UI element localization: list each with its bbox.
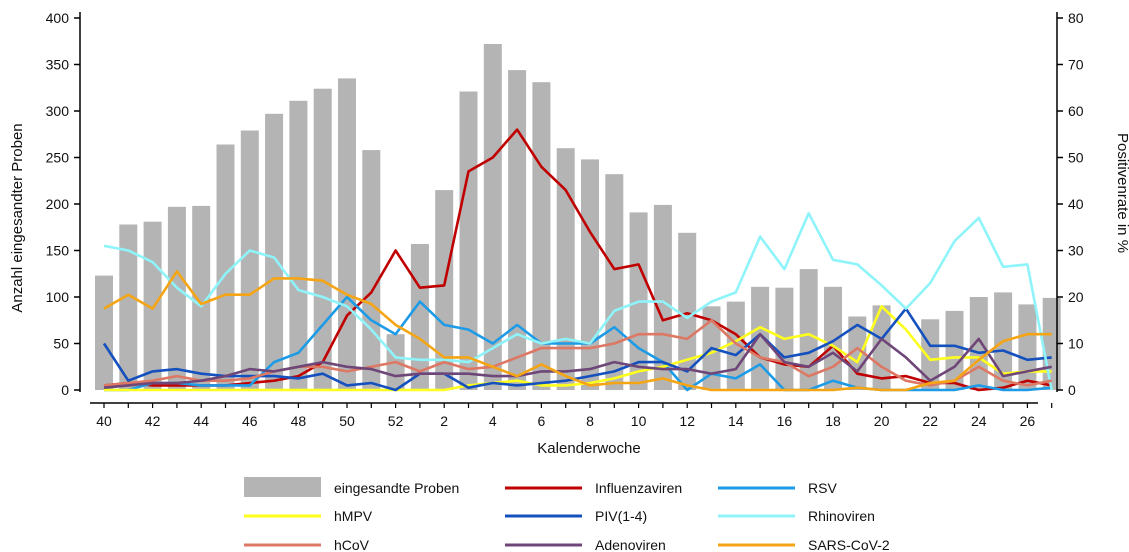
series-line-hcov [103, 318, 1052, 387]
axes-layer: 0501001502002503003504000102030405060708… [46, 10, 1084, 429]
y-axis-left-title: Anzahl eingesandter Proben [9, 123, 26, 312]
bar-8 [581, 159, 599, 390]
legend-label-rhinoviren: Rhinoviren [808, 508, 875, 524]
bar-14 [726, 301, 745, 390]
x-tick-label: 50 [339, 413, 355, 429]
legend-swatch-eingesandte-proben [244, 477, 321, 497]
bar-51 [362, 150, 381, 390]
x-tick-label: 12 [679, 413, 695, 429]
legend-label-influenzaviren: Influenzaviren [595, 480, 682, 496]
y-left-tick-label: 250 [46, 150, 70, 166]
bar-41 [119, 224, 138, 390]
bar-43 [167, 206, 186, 390]
y-right-tick-label: 60 [1068, 103, 1084, 119]
x-tick-label: 16 [777, 413, 793, 429]
y-left-tick-label: 150 [46, 243, 70, 259]
bar-44 [192, 205, 211, 390]
x-tick-label: 44 [193, 413, 209, 429]
x-tick-label: 40 [96, 413, 112, 429]
bar-42 [143, 221, 162, 390]
bar-47 [265, 113, 284, 391]
bar-3 [459, 91, 478, 390]
x-tick-label: 46 [242, 413, 258, 429]
y-left-tick-label: 400 [46, 10, 70, 26]
bar-24 [969, 297, 988, 390]
x-tick-label: 42 [145, 413, 161, 429]
series-line-adenoviren [103, 332, 1052, 389]
x-axis-title: Kalenderwoche [537, 440, 640, 457]
bars-layer [95, 44, 1061, 391]
bar-48 [289, 100, 308, 391]
y-right-tick-label: 10 [1068, 336, 1084, 352]
y-left-tick-label: 50 [53, 336, 69, 352]
legend-label-eingesandte-proben: eingesandte Proben [334, 480, 459, 496]
y-right-tick-label: 30 [1068, 243, 1084, 259]
bar-40 [95, 275, 113, 390]
bar-15 [751, 286, 770, 390]
y-left-tick-label: 0 [61, 382, 69, 398]
series-line-sars-cov-2 [103, 270, 1052, 392]
y-right-tick-label: 80 [1068, 10, 1084, 26]
x-tick-label: 8 [586, 413, 594, 429]
x-tick-label: 22 [922, 413, 938, 429]
bar-5 [508, 70, 527, 390]
bar-9 [605, 174, 624, 390]
y-right-tick-label: 20 [1068, 289, 1084, 305]
y-left-tick-label: 100 [46, 289, 70, 305]
y-left-tick-label: 200 [46, 196, 70, 212]
x-tick-label: 20 [874, 413, 890, 429]
series-line-rhinoviren [103, 212, 1053, 391]
x-tick-label: 10 [631, 413, 647, 429]
x-tick-label: 48 [291, 413, 307, 429]
y-right-tick-label: 50 [1068, 150, 1084, 166]
bar-46 [240, 130, 259, 390]
x-tick-label: 52 [388, 413, 404, 429]
bar-49 [313, 88, 332, 390]
legend-label-piv-1-4: PIV(1-4) [595, 508, 647, 524]
bar-12 [678, 232, 697, 390]
x-tick-label: 18 [825, 413, 841, 429]
legend: eingesandte Proben Influenzaviren RSV hMPV P… [244, 477, 890, 552]
y-right-tick-label: 0 [1068, 382, 1076, 398]
y-right-tick-label: 70 [1068, 57, 1084, 73]
y-right-tick-label: 40 [1068, 196, 1084, 212]
bar-7 [556, 148, 575, 390]
series-line-influenzaviren [103, 128, 1052, 392]
bar-2 [435, 190, 454, 390]
legend-label-adenoviren: Adenoviren [595, 537, 666, 552]
bar-19 [848, 316, 867, 390]
x-tick-label: 2 [440, 413, 448, 429]
bar-17 [799, 269, 818, 390]
bar-4 [483, 44, 502, 390]
x-tick-label: 14 [728, 413, 744, 429]
legend-label-sars-cov-2: SARS-CoV-2 [808, 537, 890, 552]
y-left-tick-label: 350 [46, 57, 70, 73]
legend-label-hcov: hCoV [334, 537, 370, 552]
series-line-hmpv [104, 304, 1052, 392]
x-tick-label: 6 [538, 413, 546, 429]
bar-45 [216, 144, 235, 390]
y-axis-right-title: Positivenrate in % [1114, 133, 1129, 253]
legend-label-hmpv: hMPV [334, 508, 373, 524]
x-tick-label: 24 [971, 413, 987, 429]
y-left-tick-label: 300 [46, 103, 70, 119]
bar-50 [338, 78, 356, 391]
legend-label-rsv: RSV [808, 480, 837, 496]
bar-26 [1018, 304, 1037, 390]
bar-11 [653, 204, 672, 390]
lines-layer [102, 128, 1053, 392]
x-tick-label: 26 [1020, 413, 1036, 429]
x-tick-label: 4 [489, 413, 497, 429]
